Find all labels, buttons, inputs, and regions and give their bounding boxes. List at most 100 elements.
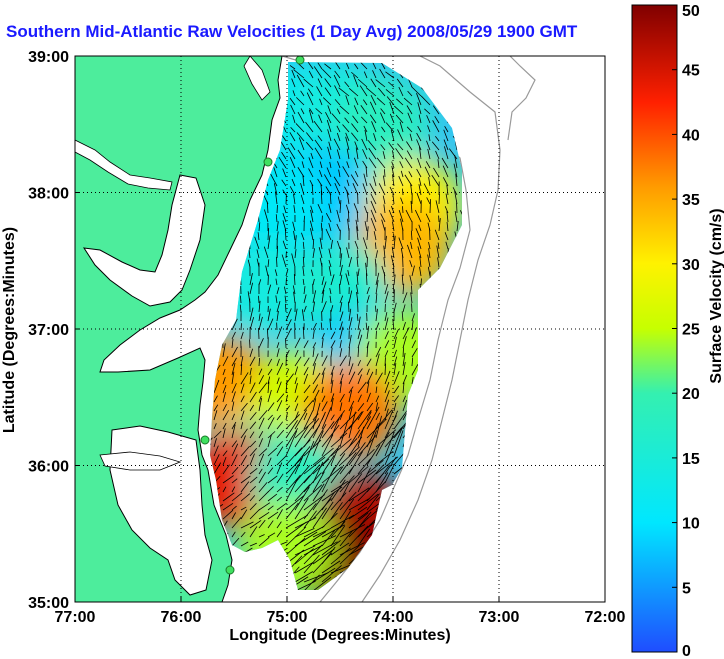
velocity-vector [393, 363, 397, 376]
velocity-vector [444, 232, 449, 241]
velocity-vector [267, 486, 274, 493]
velocity-vector [249, 382, 256, 394]
potomac-river [75, 139, 173, 191]
velocity-vector [285, 368, 290, 376]
velocity-vector [291, 78, 296, 88]
velocity-vector [326, 119, 332, 133]
velocity-vector [294, 446, 311, 466]
colorbar-tick-label: 25 [682, 322, 700, 339]
velocity-vector [360, 105, 368, 115]
velocity-vector [294, 383, 298, 394]
velocity-vector [321, 407, 332, 430]
velocity-vector [417, 125, 422, 133]
velocity-vector [303, 286, 306, 295]
velocity-vector [312, 329, 315, 340]
velocity-vector [339, 355, 347, 367]
velocity-vector [319, 161, 323, 169]
velocity-vector [406, 105, 413, 115]
velocity-vector [347, 210, 350, 223]
velocity-vector [348, 308, 352, 322]
velocity-vector [290, 142, 296, 151]
velocity-vector [393, 410, 398, 421]
velocity-vector [441, 157, 449, 169]
velocity-vector [336, 108, 341, 115]
velocity-vector [276, 377, 280, 385]
velocity-vector [351, 132, 359, 142]
velocity-vector [357, 62, 368, 70]
velocity-vector [339, 264, 343, 277]
velocity-vector [384, 431, 395, 457]
velocity-vector [285, 427, 299, 448]
velocity-vector [329, 288, 332, 295]
velocity-vector [276, 245, 279, 259]
velocity-vector [398, 175, 404, 187]
velocity-vector [312, 347, 315, 358]
velocity-vector [231, 505, 237, 511]
velocity-vector [445, 193, 449, 205]
velocity-vector [339, 420, 349, 448]
velocity-vector [312, 576, 332, 590]
velocity-vector [348, 386, 354, 394]
velocity-vector [222, 377, 226, 385]
velocity-vector [316, 86, 323, 97]
velocity-vector [336, 125, 341, 133]
velocity-vector [330, 305, 334, 313]
velocity-vector [366, 343, 369, 358]
velocity-vector [289, 157, 296, 169]
velocity-vector [249, 391, 257, 403]
velocity-vector [339, 373, 344, 385]
velocity-vector [365, 322, 368, 331]
velocity-vector [258, 338, 264, 349]
velocity-vector [357, 469, 377, 484]
velocity-vector [240, 445, 250, 457]
velocity-vector [258, 395, 262, 403]
velocity-vector [348, 88, 359, 97]
velocity-vector [348, 487, 370, 502]
velocity-vector [347, 270, 350, 277]
velocity-vector [222, 368, 226, 376]
velocity-vector [366, 444, 381, 466]
velocity-vector [231, 517, 242, 529]
velocity-vector [284, 228, 287, 241]
velocity-vector [384, 340, 390, 349]
velocity-vector [258, 397, 263, 412]
velocity-vector [346, 179, 350, 187]
velocity-vector [258, 417, 265, 430]
velocity-vector [352, 115, 359, 124]
velocity-vector [222, 502, 234, 511]
velocity-vector [296, 97, 305, 106]
velocity-vector [356, 271, 359, 286]
x-tick-label: 75:00 [267, 609, 308, 626]
velocity-vector [312, 248, 315, 259]
velocity-vector [249, 520, 262, 529]
velocity-vector [321, 355, 328, 367]
velocity-vector [393, 395, 399, 403]
colorbar-tick-label: 40 [682, 127, 700, 144]
velocity-vector [424, 108, 431, 115]
velocity-vector [348, 371, 356, 385]
velocity-vector [294, 486, 310, 511]
velocity-vector [345, 95, 350, 106]
velocity-vector [287, 147, 296, 160]
velocity-vector [348, 442, 366, 466]
velocity-vector [390, 205, 395, 214]
velocity-vector [428, 134, 431, 142]
velocity-vector [404, 174, 413, 187]
velocity-vector [258, 368, 263, 376]
velocity-vector [393, 328, 399, 340]
velocity-vector [327, 146, 332, 160]
velocity-vector [289, 186, 296, 196]
velocity-vector [257, 232, 260, 241]
velocity-vector [267, 532, 276, 538]
velocity-vector [276, 455, 287, 466]
velocity-vector [396, 78, 404, 88]
velocity-vector [384, 235, 387, 250]
velocity-vector [222, 403, 227, 412]
velocity-vector [342, 124, 350, 133]
velocity-vector [384, 445, 394, 466]
velocity-vector [363, 125, 368, 133]
velocity-vector [402, 336, 407, 349]
velocity-vector [371, 62, 377, 70]
velocity-vector [384, 463, 395, 484]
velocity-vector [330, 453, 346, 475]
